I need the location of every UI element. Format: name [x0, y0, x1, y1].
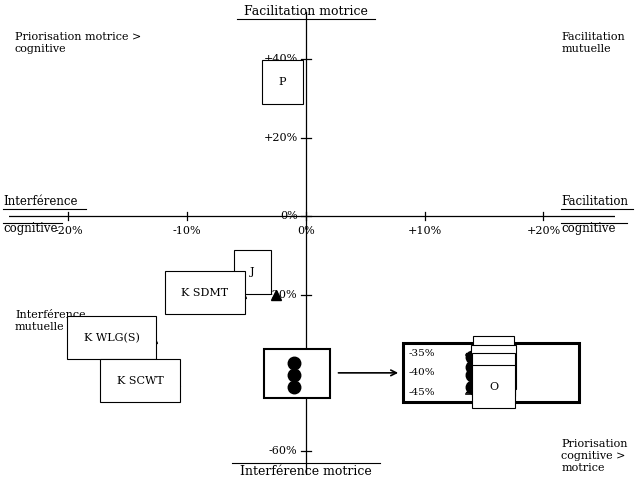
Text: Interférence
mutuelle: Interférence mutuelle	[15, 310, 85, 332]
Text: K WLG(S): K WLG(S)	[84, 333, 140, 343]
Text: -40%: -40%	[269, 368, 298, 378]
Text: +10%: +10%	[408, 226, 442, 236]
Text: -20%: -20%	[269, 289, 298, 300]
Text: L: L	[490, 352, 498, 362]
Text: Priorisation motrice >
cognitive: Priorisation motrice > cognitive	[15, 32, 141, 54]
Text: Facilitation
mutuelle: Facilitation mutuelle	[561, 32, 625, 54]
Text: J: J	[250, 267, 255, 277]
Text: -60%: -60%	[269, 446, 298, 456]
Text: K SCWT: K SCWT	[117, 376, 164, 386]
Text: 0%: 0%	[280, 211, 298, 221]
Text: -45%: -45%	[408, 388, 435, 397]
Text: M: M	[488, 362, 499, 372]
Text: -20%: -20%	[54, 226, 83, 236]
Text: Interférence motrice: Interférence motrice	[240, 465, 372, 478]
Text: cognitive: cognitive	[561, 222, 616, 235]
Text: 0%: 0%	[297, 226, 315, 236]
Text: -35%: -35%	[408, 349, 435, 358]
Text: O: O	[489, 381, 498, 392]
Text: cognitive: cognitive	[3, 222, 58, 235]
Text: Facilitation motrice: Facilitation motrice	[244, 5, 368, 18]
Text: N: N	[489, 370, 498, 380]
Bar	[403, 344, 579, 402]
Text: Interférence: Interférence	[3, 196, 78, 208]
Text: +40%: +40%	[263, 54, 298, 64]
Text: +20%: +20%	[263, 133, 298, 143]
Bar	[265, 349, 330, 398]
Text: Facilitation: Facilitation	[561, 196, 629, 208]
Text: Priorisation
cognitive >
motrice: Priorisation cognitive > motrice	[561, 439, 628, 473]
Text: K SDMT: K SDMT	[181, 287, 233, 298]
Text: -40%: -40%	[408, 368, 435, 378]
Text: -10%: -10%	[173, 226, 202, 236]
Text: P: P	[279, 77, 286, 87]
Text: +20%: +20%	[526, 226, 560, 236]
